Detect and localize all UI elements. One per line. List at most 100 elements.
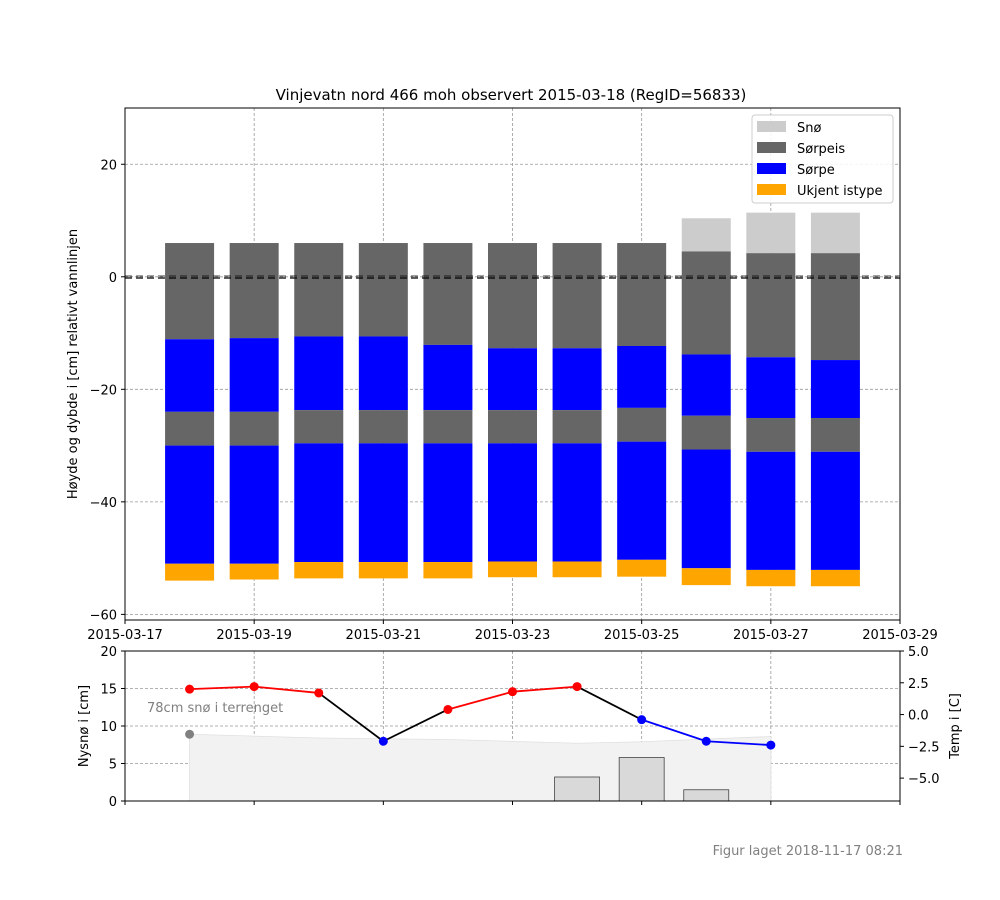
main-x-tick-label: 2015-03-19	[216, 628, 292, 643]
temperature-point	[637, 715, 647, 725]
ice-layer-bar	[165, 445, 215, 564]
legend-entry: Sørpe	[797, 163, 835, 178]
main-y-tick-label: −20	[90, 383, 117, 398]
weather-right-tick-label: −5.0	[908, 772, 940, 787]
ice-layer-bar	[810, 253, 860, 361]
ice-layer-bar	[681, 415, 731, 450]
ice-layer-bar	[552, 410, 602, 444]
ice-layer-bar	[165, 243, 215, 340]
ice-layer-bar	[746, 212, 796, 254]
weather-right-tick-label: −2.5	[908, 740, 940, 755]
main-x-tick-label: 2015-03-21	[346, 628, 422, 643]
temperature-point	[572, 682, 582, 692]
ice-layer-bar	[229, 445, 279, 564]
ice-layer-bar	[488, 410, 537, 444]
ice-layer-bar	[358, 410, 408, 444]
ice-layer-bar	[488, 561, 537, 578]
temperature-segment	[254, 685, 319, 694]
figure-timestamp: Figur laget 2018-11-17 08:21	[713, 844, 903, 859]
ice-layer-bar	[681, 218, 731, 252]
ice-layer-bar	[810, 360, 860, 419]
terrain-snow-marker	[185, 729, 195, 739]
main-x-tick-label: 2015-03-29	[862, 628, 938, 643]
ice-layer-bar	[681, 354, 731, 416]
ice-layer-bar	[229, 411, 279, 446]
ice-layer-bar	[165, 411, 215, 446]
temperature-point	[443, 704, 453, 714]
ice-layer-bar	[294, 410, 344, 444]
ice-layer-bar	[294, 562, 344, 579]
main-x-tick-label: 2015-03-17	[87, 628, 163, 643]
main-y-tick-label: 0	[109, 271, 117, 286]
ice-layer-bar	[810, 212, 860, 254]
weather-left-tick-label: 0	[109, 795, 117, 810]
ice-layer-bar	[488, 443, 537, 562]
ice-layer-bar	[552, 243, 602, 349]
ice-layer-bar	[358, 443, 408, 563]
ice-layer-bar	[423, 562, 473, 579]
temperature-segment	[706, 740, 771, 746]
ice-layer-bar	[423, 443, 473, 563]
temperature-series	[185, 682, 776, 750]
ice-layer-bar	[423, 344, 473, 411]
temperature-point	[766, 740, 776, 750]
weather-left-tick-label: 10	[100, 720, 117, 735]
temperature-point	[314, 688, 324, 698]
ice-layer-bar	[617, 345, 667, 408]
ice-layer-bar	[358, 336, 408, 411]
ice-layer-bar	[746, 569, 796, 587]
ice-layer-bar	[617, 559, 667, 577]
weather-right-axis-label: Temp i [C]	[948, 693, 963, 760]
legend-swatch	[757, 142, 786, 153]
main-y-tick-label: 20	[100, 158, 117, 173]
weather-left-axis-label: Nysnø i [cm]	[77, 685, 92, 767]
temperature-segment	[641, 718, 707, 743]
terrain-snow-area	[185, 729, 772, 802]
temperature-point	[508, 687, 517, 697]
chart-title: Vinjevatn nord 466 moh observert 2015-03…	[276, 86, 747, 104]
ice-layer-bar	[294, 443, 344, 563]
main-x-tick-label: 2015-03-27	[733, 628, 809, 643]
temperature-point	[701, 736, 711, 746]
temperature-segment	[382, 708, 449, 743]
temperature-point	[249, 682, 259, 692]
ice-layer-bar	[358, 562, 408, 579]
ice-layer-bar	[746, 418, 796, 452]
legend-entry: Snø	[797, 121, 821, 136]
main-y-tick-label: −40	[90, 496, 117, 511]
ice-layer-bar	[552, 443, 602, 562]
ice-layer-bar	[746, 357, 796, 419]
main-y-axis-label: Høyde og dybde i [cm] relativt vannlinje…	[66, 229, 81, 499]
ice-layer-bar	[617, 243, 667, 346]
legend-entry: Ukjent istype	[797, 184, 883, 199]
ice-layer-bar	[488, 243, 537, 349]
ice-layer-bar	[552, 561, 602, 578]
ice-layer-bar	[229, 338, 279, 412]
new-snow-bar	[618, 757, 665, 802]
temperature-point	[185, 684, 195, 694]
new-snow-bar	[683, 789, 730, 802]
temperature-segment	[189, 685, 255, 691]
ice-layer-bar	[165, 563, 215, 581]
ice-layer-bar	[617, 407, 667, 442]
main-axes: 20 0 −20 −40 −60 2015-03-17 2015-03-19 2015-03-…	[87, 107, 938, 643]
legend-swatch	[757, 184, 786, 195]
new-snow-bars	[554, 757, 730, 802]
weather-left-tick-label: 20	[100, 645, 117, 660]
legend-box	[751, 114, 894, 204]
ice-layer-bar	[294, 336, 344, 411]
temperature-segment	[447, 690, 513, 711]
weather-left-tick-label: 15	[100, 683, 117, 698]
ice-layer-bar	[810, 451, 860, 570]
ice-layer-bar	[681, 568, 731, 586]
ice-layer-bar	[294, 243, 344, 337]
ice-layer-bar	[488, 348, 537, 411]
terrain-snow-annotation: 78cm snø i terrenget	[147, 701, 283, 716]
ice-layer-bar	[165, 339, 215, 412]
temperature-segment	[318, 692, 384, 742]
legend-swatch	[757, 121, 786, 132]
ice-layer-bar	[617, 441, 667, 560]
weather-left-tick-label: 5	[109, 758, 117, 773]
ice-layer-bar	[810, 418, 860, 452]
